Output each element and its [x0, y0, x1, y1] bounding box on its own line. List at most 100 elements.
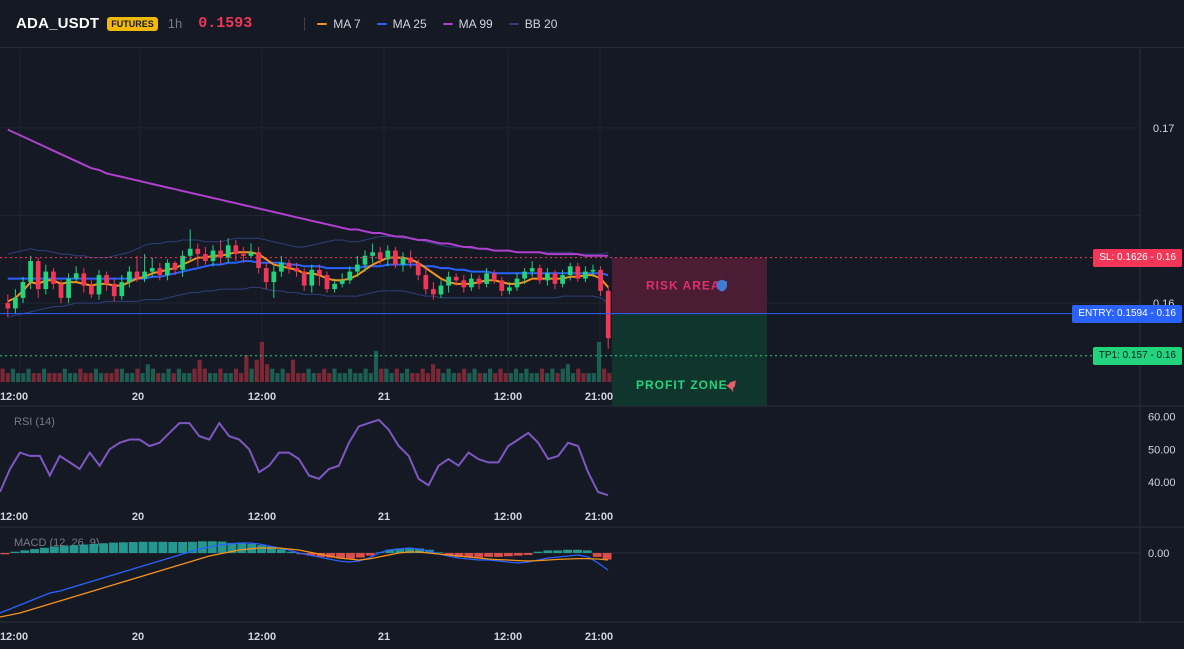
candle-body [347, 271, 353, 281]
volume-bar [436, 368, 441, 382]
candle-body [400, 257, 406, 265]
volume-bar [467, 373, 472, 382]
candle-body [560, 275, 565, 284]
candle-body [423, 275, 429, 290]
volume-bar [482, 373, 488, 382]
macd-histogram-bar [503, 553, 513, 557]
bb-lower-line [7, 286, 609, 318]
candle-body [271, 271, 277, 283]
entry-price-tag[interactable]: ENTRY: 0.1594 - 0.16 [1072, 304, 1182, 323]
macd-histogram-bar [592, 553, 602, 557]
candle-body [294, 268, 299, 272]
volume-bar [384, 368, 389, 382]
volume-bar [73, 373, 78, 382]
macd-histogram-bar [474, 553, 484, 558]
volume-bar [498, 368, 503, 382]
header-divider [304, 16, 306, 31]
candle-body [583, 271, 588, 279]
legend-label: MA 99 [458, 16, 493, 31]
tp1-price-tag[interactable]: TP1: 0.157 - 0.16 [1092, 346, 1182, 365]
volume-bar [368, 373, 373, 382]
macd-histogram-bar [69, 545, 79, 553]
timeframe-label[interactable]: 1h [167, 16, 183, 31]
candle-body [537, 268, 543, 281]
volume-bar [213, 373, 218, 382]
rsi-tick-label: 40.00 [1148, 477, 1176, 489]
symbol-label[interactable]: ADA_USDT [16, 15, 100, 32]
volume-bar [275, 373, 280, 382]
candle-body [575, 266, 581, 279]
candle-body [263, 268, 269, 283]
macd-signal-line [0, 547, 609, 618]
volume-bar [52, 373, 57, 382]
volume-bar [223, 373, 228, 382]
candle-body [507, 287, 512, 291]
candle-body [309, 269, 315, 286]
macd-histogram-bar [59, 545, 69, 553]
time-axis: 12:00 20 12:00 21 12:00 21:00 12:00 20 12:00 21 12… [0, 391, 613, 643]
volume-bar [456, 373, 462, 382]
volume-bar [550, 368, 555, 382]
candle-body [73, 273, 79, 279]
time-tick-label: 12:00 [494, 631, 522, 643]
ma7-swatch [317, 22, 328, 25]
volume-bar [119, 368, 124, 382]
rsi-tick-label: 50.00 [1148, 444, 1176, 456]
volume-bar [529, 373, 534, 382]
macd-histogram-bar [109, 542, 118, 553]
candle-body [157, 268, 163, 276]
volume-bar [197, 359, 202, 382]
volume-bar [342, 373, 347, 382]
macd-histogram-bar [395, 548, 405, 553]
candle-body [28, 261, 33, 283]
candle-body [461, 280, 467, 288]
candle-body [5, 303, 11, 309]
volume-bar [0, 368, 5, 382]
macd-histogram-bar [79, 544, 89, 553]
volume-bar [176, 368, 182, 382]
legend-label: MA 25 [392, 16, 427, 31]
volume-bar [83, 373, 88, 382]
volume-bar [228, 373, 233, 382]
volume-bar [67, 373, 73, 382]
legend-item-ma25[interactable]: MA 25 [376, 16, 427, 31]
macd-histogram-bar [513, 553, 523, 556]
legend-item-ma99[interactable]: MA 99 [442, 16, 493, 31]
macd-histogram-bar [405, 547, 415, 553]
legend-label: BB 20 [524, 16, 558, 31]
candle-body [339, 280, 345, 284]
volume-bar [5, 373, 10, 382]
candle-body [446, 276, 451, 286]
volume-bar [477, 373, 482, 382]
time-tick-label: 20 [132, 631, 144, 643]
volume-bar [332, 368, 337, 382]
volume-bar [513, 368, 519, 382]
candle-body [476, 278, 482, 284]
volume-bar [88, 373, 93, 382]
volume-bar [306, 368, 311, 382]
macd-histogram-bar [454, 553, 464, 557]
time-tick-label: 21:00 [585, 391, 613, 403]
candle-body [20, 282, 26, 298]
macd-histogram-bar [582, 550, 592, 553]
candle-body [385, 250, 391, 260]
macd-histogram-bar [415, 548, 424, 553]
volume-bar [207, 373, 213, 382]
sl-price-tag[interactable]: SL: 0.1626 - 0.16 [1093, 248, 1182, 267]
legend-item-bb20[interactable]: BB 20 [508, 16, 558, 31]
volume-bar [441, 373, 446, 382]
macd-histogram-bar [178, 541, 188, 553]
legend-item-ma7[interactable]: MA 7 [317, 17, 361, 31]
ma99-swatch [442, 22, 453, 25]
candle-body [332, 283, 337, 290]
candle-body [89, 285, 94, 295]
candle-body [104, 275, 109, 284]
ma99-line [7, 128, 609, 257]
candle-body [51, 271, 56, 284]
candle-body [469, 278, 474, 288]
volume-bar [57, 373, 62, 382]
volume-bar [161, 373, 166, 382]
volume-bar [78, 368, 83, 382]
rsi-line [0, 418, 609, 497]
